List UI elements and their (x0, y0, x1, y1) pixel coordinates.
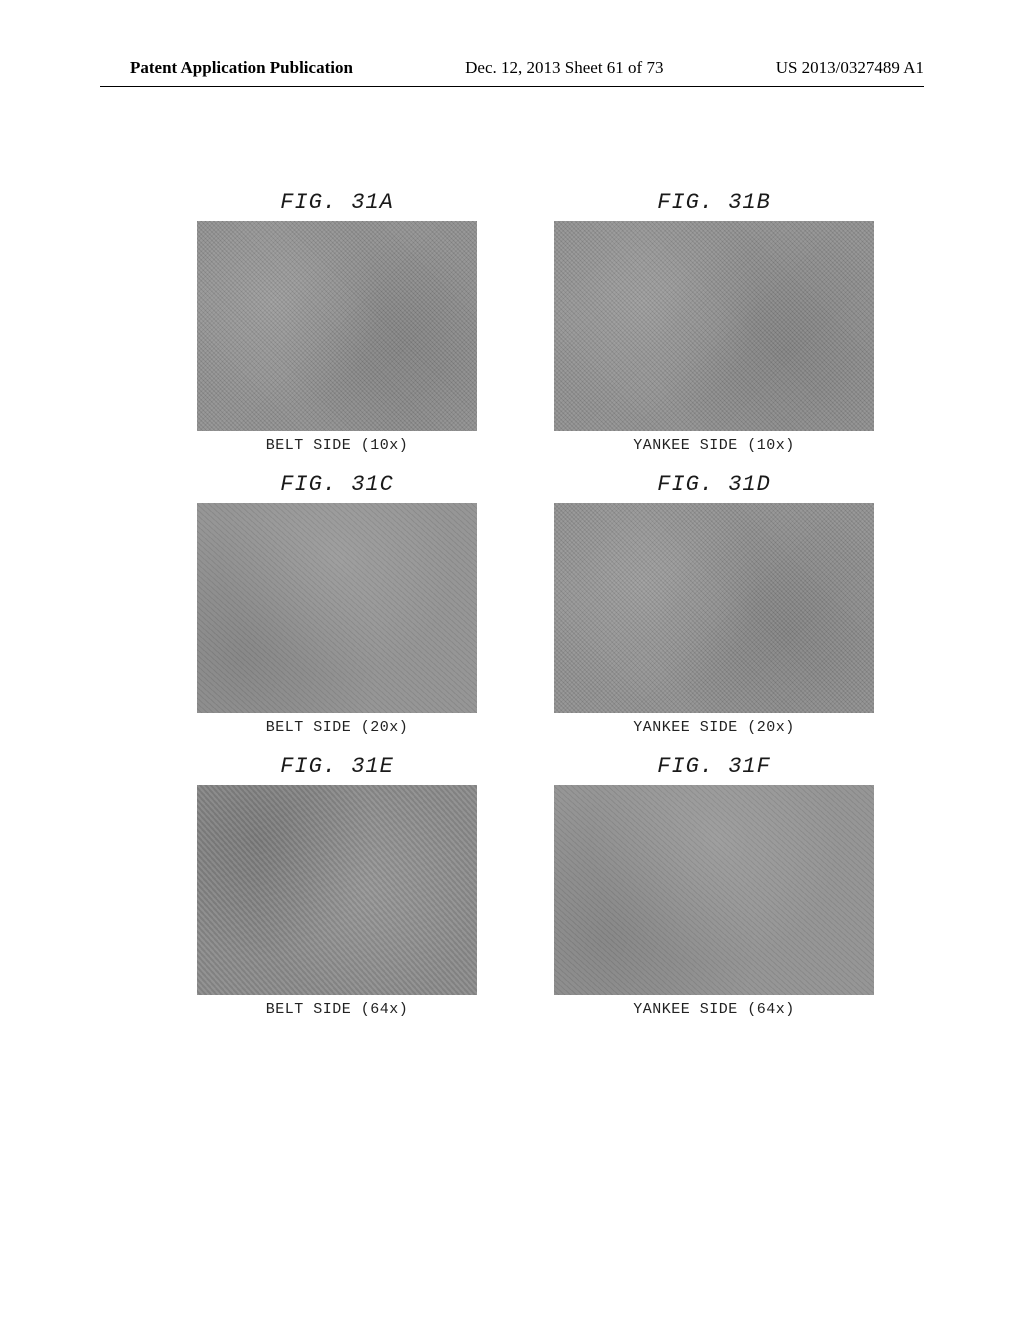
figure-cell-31c: FIG. 31C BELT SIDE (20x) (180, 472, 494, 736)
header-pub-number: US 2013/0327489 A1 (776, 58, 924, 78)
figure-caption: YANKEE SIDE (10x) (633, 437, 795, 454)
page-header: Patent Application Publication Dec. 12, … (0, 58, 1024, 78)
figure-title: FIG. 31B (657, 190, 771, 215)
figure-title: FIG. 31F (657, 754, 771, 779)
figure-caption: YANKEE SIDE (64x) (633, 1001, 795, 1018)
figure-photo (554, 785, 874, 995)
figure-photo (197, 503, 477, 713)
figure-cell-31e: FIG. 31E BELT SIDE (64x) (180, 754, 494, 1018)
figure-title: FIG. 31D (657, 472, 771, 497)
figure-photo (197, 785, 477, 995)
header-publication: Patent Application Publication (130, 58, 353, 78)
figure-area: FIG. 31A BELT SIDE (10x) FIG. 31B YANKEE… (120, 180, 904, 1200)
figure-cell-31a: FIG. 31A BELT SIDE (10x) (180, 190, 494, 454)
figure-caption: YANKEE SIDE (20x) (633, 719, 795, 736)
patent-page: Patent Application Publication Dec. 12, … (0, 0, 1024, 1320)
figure-title: FIG. 31A (280, 190, 394, 215)
figure-caption: BELT SIDE (64x) (266, 1001, 409, 1018)
header-rule (100, 86, 924, 87)
figure-cell-31f: FIG. 31F YANKEE SIDE (64x) (554, 754, 874, 1018)
figure-title: FIG. 31C (280, 472, 394, 497)
figure-title: FIG. 31E (280, 754, 394, 779)
figure-caption: BELT SIDE (20x) (266, 719, 409, 736)
header-date-sheet: Dec. 12, 2013 Sheet 61 of 73 (465, 58, 663, 78)
figure-grid: FIG. 31A BELT SIDE (10x) FIG. 31B YANKEE… (120, 180, 904, 1018)
figure-cell-31b: FIG. 31B YANKEE SIDE (10x) (554, 190, 874, 454)
figure-photo (197, 221, 477, 431)
figure-caption: BELT SIDE (10x) (266, 437, 409, 454)
figure-cell-31d: FIG. 31D YANKEE SIDE (20x) (554, 472, 874, 736)
figure-photo (554, 503, 874, 713)
figure-photo (554, 221, 874, 431)
